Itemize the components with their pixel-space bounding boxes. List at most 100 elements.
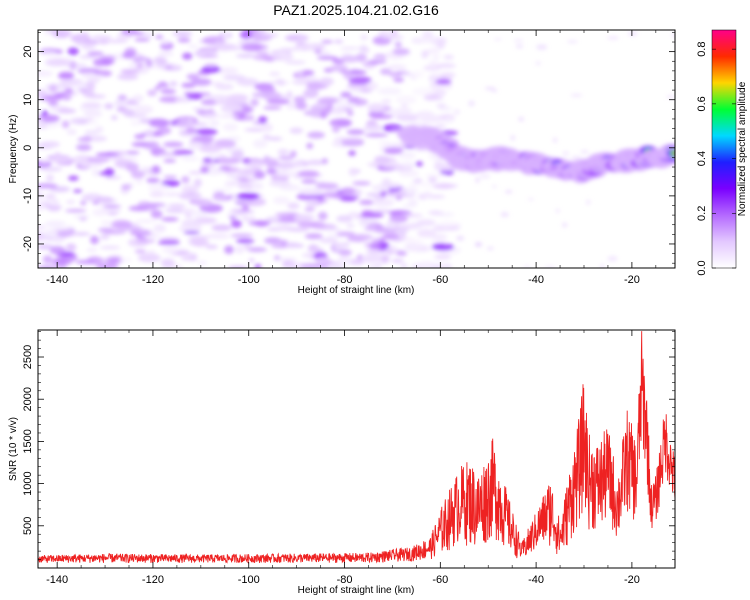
heatmap-cell xyxy=(175,120,195,128)
heatmap-cell xyxy=(120,69,140,74)
heatmap-cell xyxy=(413,37,438,44)
heatmap-cell xyxy=(38,190,44,200)
heatmap-cell xyxy=(177,38,191,43)
heatmap-cell xyxy=(160,89,177,94)
heatmap-cell xyxy=(204,63,218,68)
heatmap-cell xyxy=(536,44,548,50)
heatmap-cell xyxy=(241,43,263,52)
heatmap-cell xyxy=(38,70,54,77)
heatmap-cell xyxy=(382,178,392,186)
heatmap-cell xyxy=(125,150,140,155)
heatmap-cell xyxy=(189,79,212,83)
heatmap-cell xyxy=(431,94,439,98)
heatmap-cell xyxy=(163,175,178,179)
heatmap-cell xyxy=(277,217,300,223)
heatmap-cell xyxy=(399,187,419,194)
heatmap-cell xyxy=(401,103,408,107)
heatmap-cell xyxy=(81,74,105,80)
colorbar-tick-label: 0.4 xyxy=(696,151,708,166)
colorbar-axis: 0.0 0.2 0.4 0.6 0.8 xyxy=(696,42,736,276)
colorbar-gradient xyxy=(711,29,737,269)
heatmap-cell xyxy=(435,123,446,128)
heatmap-cell xyxy=(381,162,403,169)
heatmap-cell xyxy=(304,206,315,212)
x-tick-label: -40 xyxy=(528,274,544,286)
heatmap-cell xyxy=(150,209,163,219)
heatmap-cell xyxy=(303,110,312,116)
heatmap-cell xyxy=(232,174,251,180)
heatmap-cell xyxy=(607,36,619,40)
heatmap-cell xyxy=(169,81,178,87)
heatmap-cell xyxy=(84,129,99,135)
heatmap-cell xyxy=(289,150,297,158)
heatmap-cell xyxy=(156,84,170,89)
heatmap-cell xyxy=(134,133,146,140)
heatmap-cell xyxy=(367,102,385,112)
heatmap-cell xyxy=(430,233,448,241)
heatmap-cell xyxy=(391,258,404,263)
heatmap-cell xyxy=(277,148,289,156)
heatmap-cell xyxy=(416,110,435,119)
heatmap-cell xyxy=(434,253,452,260)
heatmap-cell xyxy=(270,52,282,57)
heatmap-cell xyxy=(363,124,383,132)
heatmap-cell xyxy=(194,50,201,57)
heatmap-cell xyxy=(394,41,402,48)
heatmap-cell xyxy=(248,220,271,226)
heatmap-cell xyxy=(435,78,452,85)
heatmap-cell xyxy=(57,108,77,114)
heatmap-cell xyxy=(389,71,398,78)
heatmap-cell xyxy=(87,156,110,163)
heatmap-cell xyxy=(146,177,160,184)
heatmap-cell xyxy=(401,161,416,169)
heatmap-cell xyxy=(293,96,306,104)
heatmap-cell xyxy=(76,144,92,152)
heatmap-cell xyxy=(387,187,397,192)
spectrogram-y-axis: -20 -10 0 10 20 xyxy=(22,32,675,264)
heatmap-cell xyxy=(236,192,260,200)
heatmap-cell xyxy=(518,116,524,122)
heatmap-cell xyxy=(121,51,135,59)
heatmap-cell xyxy=(122,108,135,117)
y-tick-label: 10 xyxy=(22,94,34,106)
heatmap-cell xyxy=(387,64,407,70)
heatmap-cell xyxy=(374,155,391,164)
heatmap-cell xyxy=(103,204,122,208)
heatmap-cell xyxy=(444,56,454,60)
heatmap-cell xyxy=(235,53,257,58)
spectrogram-x-axis-label: Height of straight line (km) xyxy=(298,285,415,296)
heatmap-cell xyxy=(304,233,323,240)
heatmap-cell xyxy=(340,91,352,98)
heatmap-cell xyxy=(389,214,408,223)
heatmap-cell xyxy=(366,60,387,64)
heatmap-cell xyxy=(236,77,259,87)
heatmap-cell xyxy=(114,99,126,107)
heatmap-cell xyxy=(237,182,253,190)
colorbar-tick-label: 0.8 xyxy=(696,42,708,57)
heatmap-cell xyxy=(365,81,379,91)
x-tick-label: -20 xyxy=(624,574,640,586)
colorbar-tick-label: 0.6 xyxy=(696,96,708,111)
heatmap-cell xyxy=(553,137,558,143)
heatmap-cell xyxy=(297,70,305,79)
heatmap-cell xyxy=(145,141,160,150)
heatmap-cell xyxy=(146,250,156,254)
x-tick-label: -80 xyxy=(337,274,353,286)
heatmap-cell xyxy=(87,51,104,56)
heatmap-cell xyxy=(263,155,271,164)
heatmap-cell xyxy=(47,101,59,106)
heatmap-cell xyxy=(200,98,219,106)
heatmap-cell xyxy=(222,74,246,81)
heatmap-cell xyxy=(80,31,89,39)
heatmap-cell xyxy=(360,211,384,219)
spectrogram-heatmap xyxy=(38,30,675,268)
heatmap-cell xyxy=(214,98,236,105)
heatmap-cell xyxy=(242,157,251,164)
heatmap-cell xyxy=(333,39,344,44)
snr-series-line xyxy=(38,331,675,564)
heatmap-cell xyxy=(125,162,139,172)
heatmap-cell xyxy=(61,96,72,101)
heatmap-cell xyxy=(230,233,254,238)
heatmap-cell xyxy=(484,86,496,90)
heatmap-cell xyxy=(244,128,266,132)
